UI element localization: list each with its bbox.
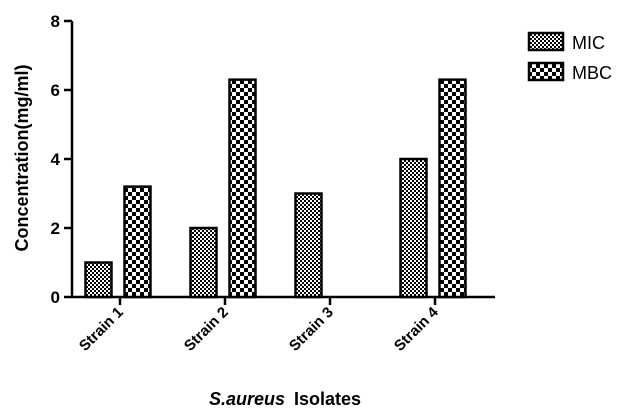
y-tick-label: 2 — [51, 219, 60, 238]
bars — [84, 78, 467, 299]
legend-label-mic: MIC — [572, 33, 605, 53]
y-tick-label: 0 — [51, 288, 60, 307]
y-tick-label: 6 — [51, 81, 60, 100]
bar-mic-4 — [399, 157, 428, 299]
legend-swatch-mic — [527, 31, 565, 52]
bar-mbc-2 — [228, 78, 257, 299]
x-tick-label: Strain 2 — [181, 304, 232, 355]
x-tick-label: Strain 1 — [76, 304, 127, 355]
legend-label-mbc: MBC — [572, 63, 612, 83]
y-tick-label: 8 — [51, 12, 60, 31]
x-axis-title-rest: Isolates — [294, 389, 361, 409]
legend-swatch-mbc — [527, 61, 565, 82]
y-axis-title: Concentration(mg/ml) — [12, 64, 32, 251]
legend: MIC MBC — [527, 31, 612, 83]
bar-mbc-4 — [438, 78, 467, 299]
bar-mic-3 — [294, 192, 323, 299]
x-tick-label: Strain 4 — [391, 303, 442, 354]
y-tick-label: 4 — [51, 150, 61, 169]
y-ticks: 0 2 4 6 8 — [51, 12, 72, 307]
bar-mic-1 — [84, 261, 113, 299]
x-axis-title-italic: S.aureus — [209, 389, 285, 409]
bar-mbc-1 — [123, 185, 152, 299]
x-tick-label: Strain 3 — [286, 304, 337, 355]
x-ticks: Strain 1 Strain 2 Strain 3 Strain 4 — [76, 297, 442, 355]
x-axis-title: S.aureus Isolates — [209, 389, 361, 409]
bar-mic-2 — [189, 226, 218, 299]
